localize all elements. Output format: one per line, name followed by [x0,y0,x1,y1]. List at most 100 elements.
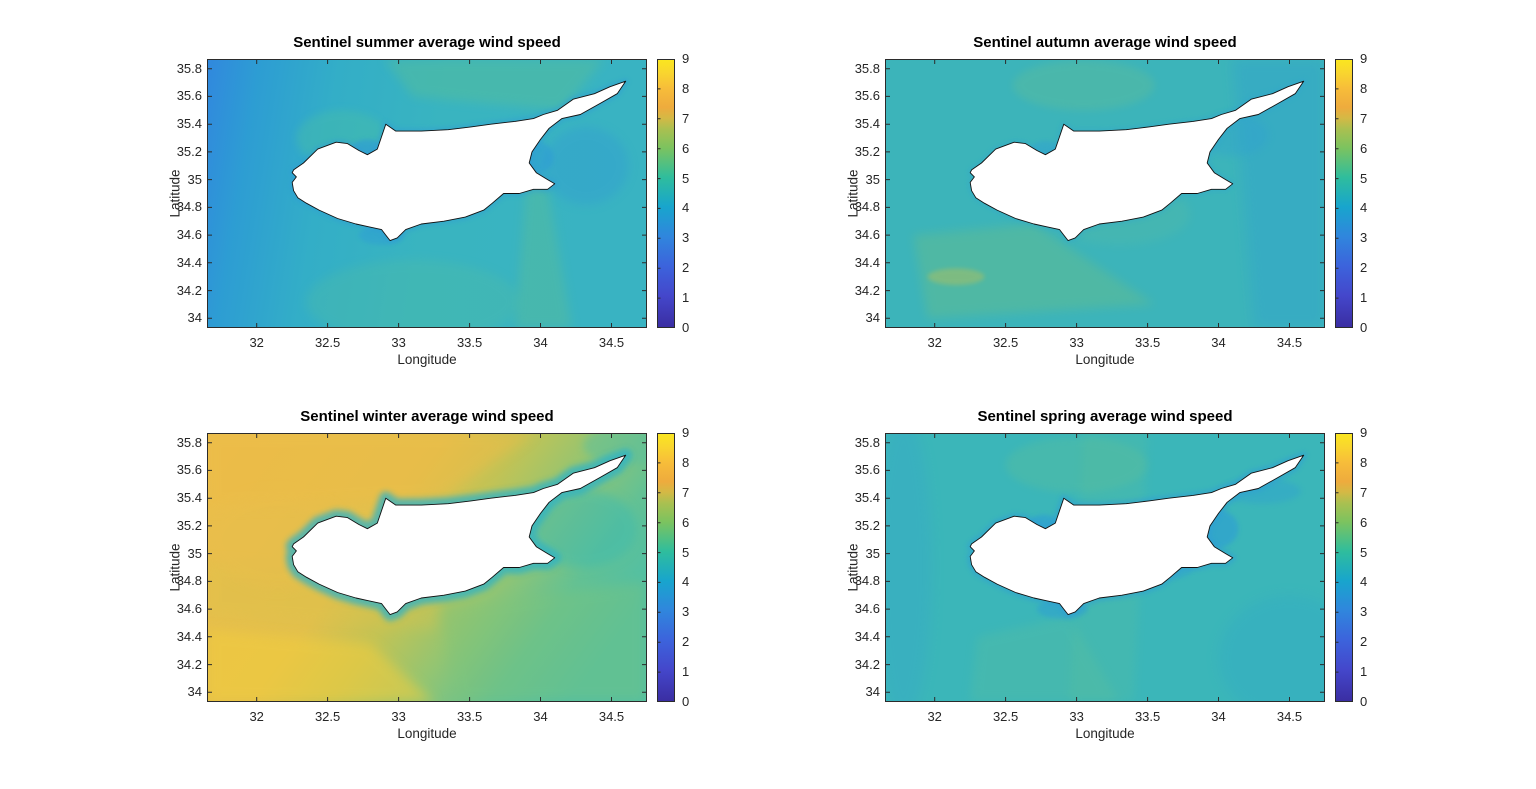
x-tick-label: 34.5 [598,709,625,724]
colorbar-tick-label: 2 [1360,634,1368,650]
colorbar-tick-label: 1 [682,664,690,680]
x-tick-label: 34 [533,335,548,350]
y-tick-label: 34 [865,684,880,700]
axis-tick-marks [885,433,1325,702]
wind-patch [543,127,629,205]
x-tick-label: 34.5 [598,335,625,350]
colorbar-tick-marks [1335,433,1339,702]
y-tick-label: 35 [187,545,202,561]
colorbar-tick-label: 2 [682,260,690,276]
cyprus-island-outline [969,80,1305,242]
wind-swath-patch [207,433,534,508]
y-tick-label: 34.4 [176,254,202,270]
colorbar-tick-marks [657,59,661,328]
y-tick-label: 34.8 [854,573,880,589]
x-axis-label: Longitude [1075,352,1135,367]
y-tick-label: 35.6 [854,462,880,478]
y-tick-label: 35.6 [176,462,202,478]
colorbar-tick-label: 6 [682,140,690,156]
colorbar [1335,59,1353,328]
y-tick-label: 35.2 [854,517,880,533]
x-tick-label: 33.5 [1134,335,1161,350]
wind-swath-patch [913,224,1155,319]
y-tick-label: 34.8 [176,573,202,589]
y-tick-label: 34.2 [176,656,202,672]
colorbar-tick-label: 4 [1360,200,1368,216]
colorbar-gradient [1335,433,1353,702]
x-tick-label: 32.5 [992,709,1019,724]
wind-speed-map [885,433,1325,702]
x-tick-label: 34.5 [1276,335,1303,350]
x-tick-label: 32.5 [314,335,341,350]
colorbar-tick-label: 3 [1360,604,1368,620]
colorbar-tick-label: 6 [682,514,690,530]
y-tick-label: 35.6 [854,88,880,104]
y-tick-label: 35 [865,545,880,561]
x-axis-label: Longitude [1075,726,1135,741]
colorbar-tick-label: 2 [682,634,690,650]
colorbar-tick-label: 9 [682,51,690,66]
axes-box [207,433,647,702]
colorbar-tick-label: 0 [682,694,690,709]
axes-box [207,59,647,328]
y-tick-label: 34.4 [854,254,880,270]
y-tick-label: 34.8 [854,199,880,215]
colorbar-tick-marks [657,433,661,702]
colorbar-tick-label: 5 [682,170,690,186]
wind-patch [1005,437,1148,493]
x-tick-label: 34 [1211,335,1226,350]
cyprus-island-outline [969,454,1305,616]
y-tick-label: 34.4 [176,628,202,644]
colorbar-tick-label: 9 [682,425,690,440]
colorbar-tick-label: 5 [1360,544,1368,560]
colorbar-tick-label: 6 [1360,514,1368,530]
axes-box [885,433,1325,702]
y-tick-label: 34 [865,310,880,326]
colorbar-box [657,59,675,328]
y-tick-label: 34.6 [854,601,880,617]
x-tick-label: 33.5 [1134,709,1161,724]
x-tick-label: 33 [391,709,406,724]
y-tick-label: 34.2 [854,282,880,298]
panel-autumn: Sentinel autumn average wind speed Latitu… [808,20,1448,385]
x-tick-label: 33.5 [456,709,483,724]
axis-tick-marks [885,59,1325,328]
colorbar-tick-label: 0 [1360,320,1368,335]
wind-swath-patch [441,581,647,702]
colorbar-box [657,433,675,702]
x-tick-label: 32.5 [314,709,341,724]
x-tick-label: 34 [533,709,548,724]
wind-speed-map [885,59,1325,328]
colorbar-tick-label: 9 [1360,425,1368,440]
y-tick-label: 34.2 [176,282,202,298]
colorbar-tick-label: 6 [1360,140,1368,156]
panel-spring: Sentinel spring average wind speed Latitu… [808,394,1448,759]
colorbar-tick-label: 0 [682,320,690,335]
y-tick-label: 34.4 [854,628,880,644]
wind-patch [927,268,985,285]
x-tick-label: 34 [1211,709,1226,724]
x-tick-label: 32 [249,709,264,724]
colorbar-box [1335,433,1353,702]
colorbar-tick-label: 4 [1360,574,1368,590]
y-tick-label: 35.8 [854,434,880,450]
wind-patch [885,433,932,702]
wind-speed-map [207,59,647,328]
colorbar-tick-label: 7 [1360,484,1368,500]
axes-box [885,59,1325,328]
panel-winter: Sentinel winter average wind speed Latitu… [130,394,770,759]
panel-title: Sentinel spring average wind speed [977,408,1233,425]
y-tick-label: 35.2 [176,517,202,533]
x-axis-label: Longitude [397,352,457,367]
x-axis-label: Longitude [397,726,457,741]
colorbar-tick-label: 8 [682,454,690,470]
colorbar-tick-label: 3 [682,230,690,246]
y-tick-label: 34.2 [854,656,880,672]
y-tick-label: 34 [187,310,202,326]
colorbar-tick-label: 0 [1360,694,1368,709]
y-tick-label: 35 [865,171,880,187]
y-tick-label: 35.4 [176,116,202,132]
colorbar-tick-label: 5 [682,544,690,560]
wind-patch [306,260,520,328]
panel-title: Sentinel winter average wind speed [300,408,554,425]
